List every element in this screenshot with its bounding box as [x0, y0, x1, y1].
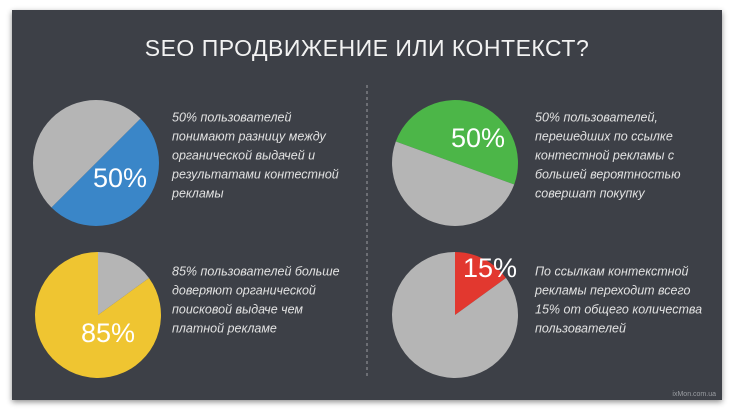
description-line: По ссылкам контекстной — [535, 264, 688, 278]
title: SEO ПРОДВИЖЕНИЕ ИЛИ КОНТЕКСТ? — [145, 35, 590, 61]
description-line: 85% пользователей больше — [172, 264, 340, 278]
description-line: понимают разницу между — [172, 129, 326, 143]
description-line: 50% пользователей, — [535, 110, 658, 124]
description-line: большей вероятностью — [535, 167, 681, 181]
pie-slice — [395, 100, 518, 185]
description-line: рекламы переходит всего — [534, 283, 691, 297]
description-line: контестной рекламы с — [535, 148, 675, 162]
slice-label: 50% — [451, 123, 505, 153]
description-line: результатами контестной — [171, 167, 339, 181]
description-line: органической выдачей и — [172, 148, 315, 162]
pie-slice — [391, 252, 518, 378]
pie-slice — [392, 141, 515, 226]
description-line: совершат покупку — [535, 186, 645, 200]
pie-slice — [51, 118, 160, 226]
description-line: перешедших по ссылке — [535, 129, 673, 143]
description-line: поисковой выдаче чем — [172, 302, 303, 316]
pie-slice — [98, 252, 149, 315]
description-line: пользователей — [535, 321, 626, 335]
slice-label: 85% — [81, 318, 135, 348]
description-line: 15% от общего количества — [535, 302, 702, 316]
description-line: доверяют органической — [172, 283, 316, 297]
source: ixMon.com.ua — [672, 391, 716, 398]
slice-label: 15% — [463, 253, 517, 283]
description-line: рекламы — [171, 186, 224, 200]
description-line: 50% пользователей — [172, 110, 291, 124]
description-line: платной рекламе — [172, 321, 277, 335]
pie-slice — [34, 252, 161, 378]
pie-slice — [33, 100, 141, 208]
slice-label: 50% — [93, 163, 147, 193]
pie-slice — [455, 252, 506, 315]
